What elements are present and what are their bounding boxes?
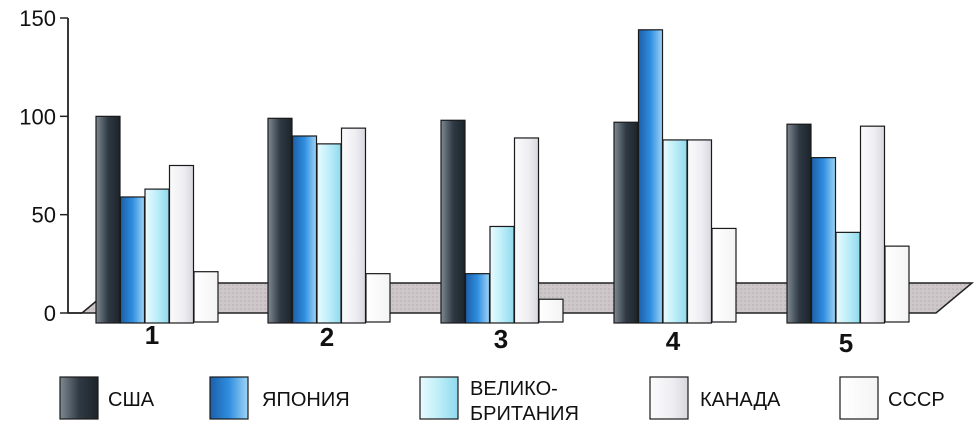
- bar-usa: [95, 115, 121, 324]
- category-label: 4: [666, 326, 681, 356]
- bar-canada: [168, 164, 195, 324]
- bar-japan: [291, 135, 318, 324]
- y-axis: [67, 18, 82, 314]
- bar-great-britain: [144, 188, 170, 324]
- bar-usa: [786, 123, 812, 324]
- bar-great-britain: [662, 139, 688, 324]
- bar-japan: [637, 29, 664, 324]
- bar-usa: [613, 121, 639, 324]
- bar-ussr: [365, 273, 391, 323]
- legend-swatch-canada: [649, 376, 689, 420]
- bar-usa: [267, 117, 293, 324]
- category-label: 3: [494, 324, 508, 354]
- category-label: 1: [145, 320, 159, 350]
- legend-swatch-great-britain: [419, 376, 459, 420]
- category-label: 5: [839, 328, 853, 358]
- legend-swatch-usa: [59, 376, 99, 420]
- bar-japan: [810, 157, 837, 324]
- y-tick-label: 0: [44, 301, 56, 326]
- bar-ussr: [884, 245, 910, 323]
- bar-usa: [440, 119, 466, 324]
- y-tick-label: 50: [32, 203, 56, 228]
- legend-label: США: [108, 389, 155, 411]
- category-labels: 1 2 3 4 5: [145, 320, 853, 358]
- legend-label: ВЕЛИКО-: [470, 378, 558, 400]
- legend-label: БРИТАНИЯ: [470, 403, 579, 425]
- bar-canada: [686, 139, 713, 324]
- y-ticks: 0 50 100 150: [19, 6, 68, 326]
- bar-great-britain: [835, 231, 861, 324]
- legend-swatch-ussr: [839, 376, 879, 420]
- bar-ussr: [711, 227, 737, 323]
- legend-label: КАНАДА: [700, 389, 781, 411]
- bar-canada: [340, 127, 367, 324]
- bar-japan: [119, 196, 146, 324]
- legend: США ЯПОНИЯ ВЕЛИКО- БРИТАНИЯ КАНАДА СССР: [59, 376, 945, 425]
- bar-great-britain: [489, 225, 515, 324]
- legend-label: ЯПОНИЯ: [262, 389, 350, 411]
- bar-ussr: [538, 298, 564, 323]
- bar-canada: [859, 125, 886, 324]
- legend-label: СССР: [888, 389, 945, 411]
- bar-ussr: [193, 271, 219, 323]
- y-tick-label: 100: [19, 104, 56, 129]
- legend-swatch-japan: [209, 376, 249, 420]
- bar-great-britain: [316, 143, 342, 324]
- bar-canada: [513, 137, 540, 324]
- bar-japan: [464, 273, 491, 324]
- y-tick-label: 150: [19, 6, 56, 31]
- category-label: 2: [320, 322, 334, 352]
- bars: [95, 29, 910, 324]
